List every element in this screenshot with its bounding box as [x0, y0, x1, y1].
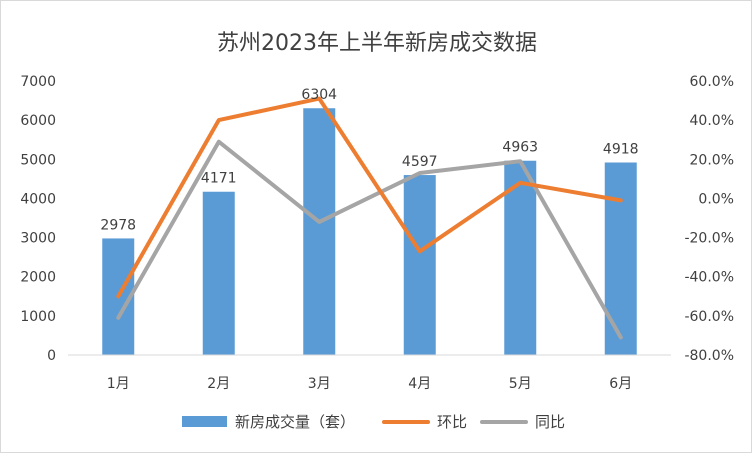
right-tick-label: -80.0% — [684, 348, 734, 364]
left-axis-ticks: 0 1000 2000 3000 4000 5000 6000 7000 — [20, 74, 56, 364]
bar-data-label: 4963 — [502, 140, 538, 156]
line-series-group — [116, 96, 623, 340]
left-tick-label: 0 — [47, 348, 56, 364]
bar-data-label: 6304 — [301, 87, 337, 103]
right-axis-ticks: -80.0% -60.0% -40.0% -20.0% 0.0% 20.0% 40.0% 60… — [684, 74, 734, 364]
x-tick-label: 4月 — [408, 376, 431, 392]
bar-data-labels: 2978 4171 6304 4597 4963 4918 — [100, 87, 638, 233]
left-tick-label: 2000 — [20, 270, 56, 286]
x-axis-ticks: 1月 2月 3月 4月 5月 6月 — [107, 376, 632, 392]
bar-data-label: 2978 — [100, 217, 136, 233]
left-tick-label: 3000 — [20, 231, 56, 247]
left-tick-label: 5000 — [20, 152, 56, 168]
bar-4 — [403, 175, 436, 355]
x-tick-label: 5月 — [509, 376, 532, 392]
right-tick-label: -40.0% — [684, 270, 734, 286]
bar-3 — [303, 108, 336, 355]
right-tick-label: 0.0% — [698, 191, 734, 207]
x-tick-label: 2月 — [207, 376, 230, 392]
x-tick-label: 1月 — [107, 376, 130, 392]
x-tick-label: 3月 — [308, 376, 331, 392]
legend-label-yoy: 同比 — [535, 413, 565, 431]
bar-data-label: 4597 — [402, 154, 438, 170]
right-tick-label: -60.0% — [684, 309, 734, 325]
left-tick-label: 7000 — [20, 74, 56, 90]
right-tick-label: -20.0% — [684, 231, 734, 247]
bar-data-label: 4918 — [603, 141, 639, 157]
chart-title: 苏州2023年上半年新房成交数据 — [217, 31, 537, 56]
legend: 新房成交量（套） 环比 同比 — [182, 413, 565, 431]
legend-label-mom: 环比 — [437, 413, 467, 431]
bar-5 — [504, 160, 537, 355]
right-tick-label: 40.0% — [690, 113, 734, 129]
left-tick-label: 1000 — [20, 309, 56, 325]
left-tick-label: 4000 — [20, 191, 56, 207]
x-tick-label: 6月 — [609, 376, 632, 392]
bar-6 — [604, 162, 637, 355]
right-tick-label: 60.0% — [690, 74, 734, 90]
bar-series — [102, 108, 637, 355]
line-series-yoy — [116, 139, 623, 340]
bar-data-label: 4171 — [201, 171, 237, 187]
bar-2 — [202, 191, 235, 355]
line-series-mom — [116, 96, 623, 299]
legend-label-bar: 新房成交量（套） — [235, 413, 355, 431]
legend-swatch-bar — [182, 416, 227, 427]
right-tick-label: 20.0% — [690, 152, 734, 168]
left-tick-label: 6000 — [20, 113, 56, 129]
